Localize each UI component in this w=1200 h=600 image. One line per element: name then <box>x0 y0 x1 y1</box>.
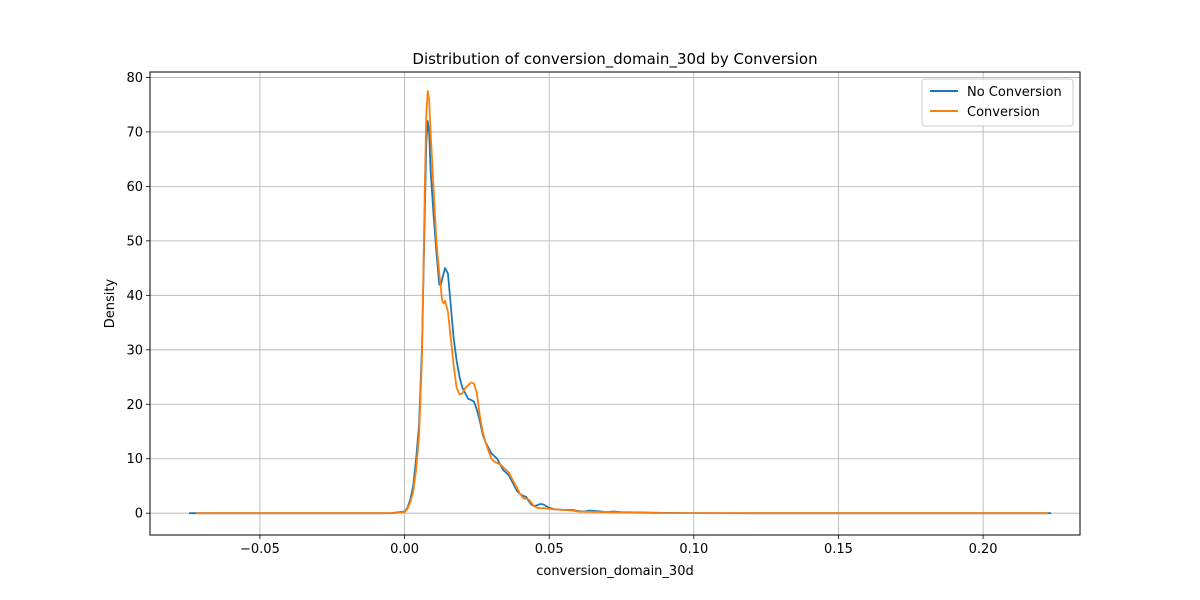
series-line-conversion <box>196 90 1049 515</box>
plot-frame <box>149 71 1081 536</box>
y-axis-label: Density <box>103 278 118 328</box>
x-tick-label: 0.10 <box>679 542 708 557</box>
y-tick-label: 70 <box>126 125 143 140</box>
y-tick-label: 0 <box>135 507 143 522</box>
legend: No Conversion Conversion <box>921 78 1074 127</box>
x-tick-label: 0.15 <box>824 542 853 557</box>
y-tick-label: 40 <box>126 289 143 304</box>
y-tick-label: 60 <box>126 180 143 195</box>
y-tick-label: 50 <box>126 234 143 249</box>
x-tick-label: 0.20 <box>969 542 998 557</box>
chart-title: Distribution of conversion_domain_30d by… <box>412 50 817 69</box>
x-tick-label: −0.05 <box>240 542 280 557</box>
x-tick-label: 0.05 <box>535 542 564 557</box>
grid <box>150 72 1080 535</box>
y-axis-ticks: 0 10 20 30 40 50 60 70 80 <box>126 71 150 522</box>
legend-label-conversion: Conversion <box>967 105 1040 120</box>
legend-box <box>921 78 1074 127</box>
x-axis-label: conversion_domain_30d <box>536 564 693 579</box>
series-lines <box>189 90 1052 515</box>
y-tick-label: 30 <box>126 343 143 358</box>
legend-label-no-conversion: No Conversion <box>967 85 1062 100</box>
y-tick-label: 20 <box>126 398 143 413</box>
y-tick-label: 10 <box>126 452 143 467</box>
y-tick-label: 80 <box>126 71 143 86</box>
x-axis-ticks: −0.05 0.00 0.05 0.10 0.15 0.20 <box>240 535 998 557</box>
x-tick-label: 0.00 <box>390 542 419 557</box>
